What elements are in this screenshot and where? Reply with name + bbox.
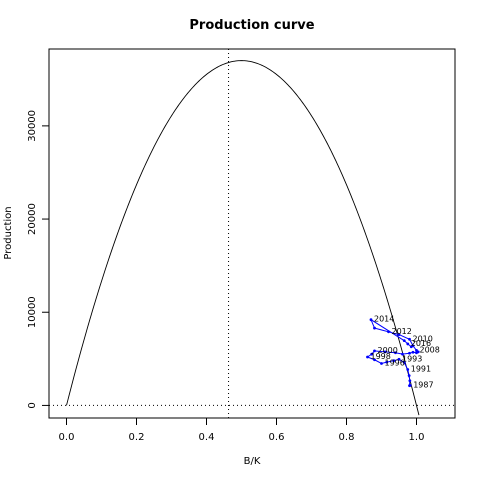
trajectory-point <box>407 374 411 378</box>
year-label: 1996 <box>385 358 405 367</box>
trajectory-point <box>397 333 401 337</box>
trajectory-point <box>402 361 406 364</box>
biomass-trajectory <box>366 318 420 388</box>
trajectory-point <box>402 339 406 343</box>
trajectory-point <box>409 345 413 349</box>
trajectory-point <box>411 350 415 354</box>
trajectory-point <box>373 358 376 362</box>
trajectory-point <box>369 318 373 322</box>
trajectory-point <box>406 368 410 371</box>
x-tick-label: 1.0 <box>409 432 425 443</box>
plot-frame <box>48 48 456 419</box>
year-label: 2012 <box>392 327 412 336</box>
trajectory-point <box>392 359 396 363</box>
year-label: 1991 <box>411 365 431 374</box>
y-tick-label: 30000 <box>27 110 38 142</box>
trajectory-point <box>373 349 376 353</box>
y-axis-ticks: 0 10000 20000 30000 <box>27 110 49 409</box>
trajectory-point <box>380 362 383 365</box>
x-tick-label: 0.0 <box>59 432 75 443</box>
x-tick-label: 0.6 <box>269 432 285 443</box>
trajectory-point <box>408 337 411 341</box>
trajectory-point <box>397 357 401 361</box>
x-tick-label: 0.2 <box>129 432 145 443</box>
trajectory-point <box>408 384 411 388</box>
trajectory-point <box>385 360 389 364</box>
trajectory-point <box>373 326 376 330</box>
trajectory-point <box>394 351 397 355</box>
trajectory-point <box>415 349 418 352</box>
trajectory-point <box>387 330 390 334</box>
y-axis-label: Production <box>3 206 14 259</box>
year-label: 2016 <box>411 339 431 348</box>
chart-title: Production curve <box>189 18 314 33</box>
trajectory-point <box>408 379 412 383</box>
year-label: 2014 <box>374 315 394 324</box>
y-tick-label: 0 <box>27 402 38 408</box>
year-label: 1993 <box>402 354 422 363</box>
year-label: 2008 <box>420 345 440 354</box>
trajectory-point <box>383 350 387 354</box>
trajectory-point <box>408 351 411 355</box>
x-axis-ticks: 0.0 0.2 0.4 0.6 0.8 1.0 <box>59 418 425 443</box>
y-tick-label: 10000 <box>27 296 38 328</box>
year-label: 2000 <box>378 346 398 355</box>
x-tick-label: 0.4 <box>199 432 215 443</box>
trajectory-point <box>370 352 374 356</box>
year-label: 1987 <box>413 380 433 389</box>
trajectory-point <box>366 355 369 359</box>
trajectory-point <box>406 342 410 346</box>
x-tick-label: 0.8 <box>339 432 355 443</box>
x-axis-label: B/K <box>244 456 261 467</box>
production-curve-line <box>66 60 420 416</box>
year-label: 1998 <box>371 352 391 361</box>
trajectory-point <box>401 352 404 356</box>
y-tick-label: 20000 <box>27 203 38 235</box>
year-label: 2010 <box>413 334 433 343</box>
